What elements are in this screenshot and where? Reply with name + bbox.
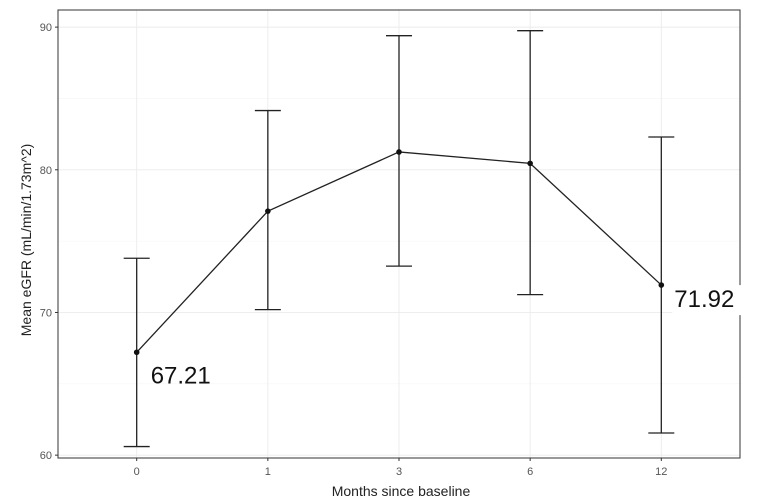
x-axis-title: Months since baseline	[332, 483, 471, 499]
data-label: 67.21	[151, 362, 211, 389]
data-point	[265, 208, 271, 214]
y-tick-label: 80	[40, 165, 52, 177]
data-point	[396, 149, 402, 155]
x-axis-ticks: 0 1 3 6 12	[134, 458, 667, 478]
x-tick-label: 0	[134, 466, 140, 478]
x-tick-label: 6	[527, 466, 533, 478]
y-tick-label: 60	[40, 450, 52, 462]
y-tick-label: 90	[40, 22, 52, 34]
y-axis-title: Mean eGFR (mL/min/1.73m^2)	[18, 144, 34, 337]
data-point	[527, 160, 533, 167]
x-tick-label: 3	[396, 466, 402, 478]
y-tick-label: 70	[40, 307, 52, 319]
data-point	[133, 349, 140, 356]
y-axis-ticks: 60 70 80 90	[40, 22, 58, 462]
data-labels: 67.21 71.92	[151, 285, 749, 389]
data-label-background	[672, 285, 749, 316]
data-points	[133, 149, 665, 356]
data-point	[658, 282, 665, 288]
x-tick-label: 12	[655, 466, 667, 478]
x-tick-label: 1	[265, 466, 271, 478]
data-label: 71.92	[674, 286, 734, 313]
